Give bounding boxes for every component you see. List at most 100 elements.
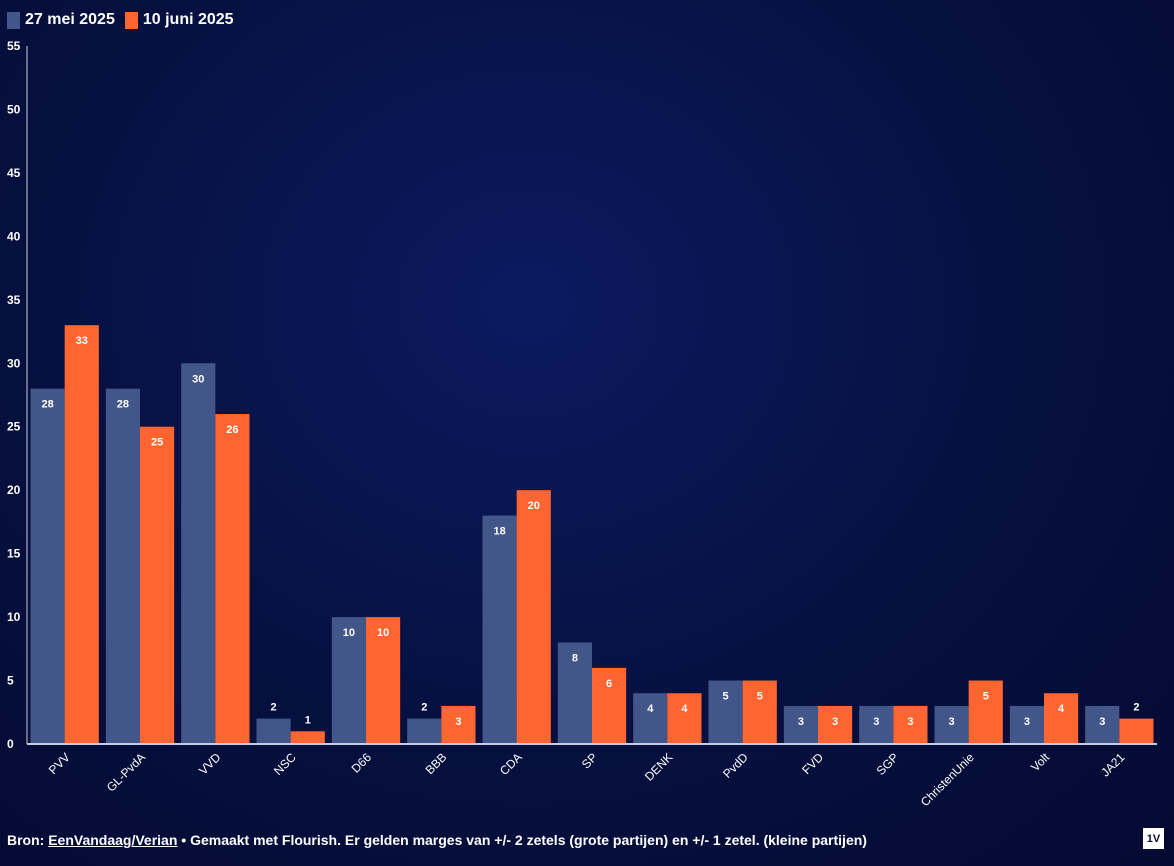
data-label: 2: [1133, 702, 1139, 714]
bar-volt-series1: [1009, 705, 1044, 744]
data-label: 3: [949, 716, 955, 728]
data-label: 3: [1099, 716, 1105, 728]
y-tick-label: 25: [7, 420, 21, 434]
bar-denk-series1: [633, 693, 668, 744]
footer-source-prefix: Bron:: [7, 832, 49, 848]
data-label: 2: [271, 702, 277, 714]
data-label: 3: [798, 716, 804, 728]
bar-sp-series2: [592, 667, 627, 744]
bar-ja21-series2: [1119, 718, 1154, 744]
legend-swatch-series2: [124, 11, 138, 29]
footer-source-link[interactable]: EenVandaag/Verian: [48, 832, 178, 848]
x-tick-label: JA21: [1098, 750, 1127, 779]
x-tick-label: SGP: [874, 750, 902, 778]
x-tick-label: GL-PvdA: [104, 750, 148, 794]
data-label: 3: [455, 716, 461, 728]
y-tick-label: 15: [7, 547, 21, 561]
data-label: 18: [493, 526, 505, 538]
y-tick-label: 10: [7, 610, 21, 624]
x-tick-label: DENK: [642, 750, 675, 783]
bar-gl-pvda-series2: [140, 426, 175, 744]
data-label: 5: [757, 691, 763, 703]
data-label: 6: [606, 678, 612, 690]
data-label: 28: [41, 399, 53, 411]
y-tick-label: 0: [7, 737, 14, 751]
bar-pvdd-series2: [742, 680, 777, 744]
bar-ja21-series1: [1085, 705, 1120, 744]
data-label: 3: [873, 716, 879, 728]
legend-item-series1[interactable]: 27 mei 2025: [7, 11, 115, 29]
bar-volt-series2: [1044, 693, 1079, 744]
data-label: 3: [1024, 716, 1030, 728]
data-label: 4: [681, 703, 688, 715]
data-label: 33: [76, 335, 88, 347]
x-tick-label: ChristenUnie: [918, 750, 977, 809]
bar-bbb-series2: [441, 705, 476, 744]
x-tick-label: PvdD: [720, 750, 751, 781]
data-label: 2: [421, 702, 427, 714]
x-tick-label: PVV: [46, 750, 73, 777]
bar-nsc-series2: [290, 731, 325, 744]
y-tick-label: 55: [7, 39, 21, 53]
bar-denk-series2: [667, 693, 702, 744]
bar-fvd-series1: [783, 705, 818, 744]
x-tick-label: FVD: [799, 750, 826, 777]
legend-label-series2: 10 juni 2025: [142, 11, 234, 28]
bar-cda-series2: [516, 490, 551, 744]
data-label: 30: [192, 373, 204, 385]
x-tick-label: D66: [349, 750, 375, 776]
data-label: 8: [572, 652, 578, 664]
legend-swatch-series1: [7, 11, 20, 29]
data-label: 20: [528, 500, 540, 512]
data-label: 28: [117, 399, 129, 411]
data-label: 4: [647, 703, 654, 715]
footer: Bron: EenVandaag/Verian • Gemaakt met Fl…: [7, 832, 867, 848]
x-tick-label: BBB: [423, 750, 450, 777]
x-tick-label: SP: [579, 750, 600, 771]
x-tick-label: Volt: [1028, 750, 1053, 775]
y-tick-label: 20: [7, 483, 21, 497]
legend-item-series2[interactable]: 10 juni 2025: [124, 11, 234, 29]
bar-pvv-series2: [64, 325, 99, 744]
bar-d66-series1: [331, 617, 366, 744]
y-tick-label: 35: [7, 293, 21, 307]
y-tick-label: 5: [7, 674, 14, 688]
bar-gl-pvda-series1: [105, 388, 140, 744]
bar-cda-series1: [482, 515, 517, 744]
bar-pvdd-series1: [708, 680, 743, 744]
bar-vvd-series1: [181, 363, 216, 744]
bar-sp-series1: [557, 642, 592, 744]
bar-sgp-series1: [859, 705, 894, 744]
bar-d66-series2: [366, 617, 401, 744]
bar-fvd-series2: [818, 705, 853, 744]
y-tick-label: 45: [7, 166, 21, 180]
legend: 27 mei 2025 10 juni 2025: [7, 9, 234, 31]
data-label: 3: [832, 716, 838, 728]
eenvandaag-logo: 1V: [1143, 828, 1164, 849]
data-label: 5: [983, 691, 989, 703]
y-tick-label: 30: [7, 356, 21, 370]
data-label: 4: [1058, 703, 1065, 715]
data-label: 10: [377, 627, 389, 639]
bar-sgp-series2: [893, 705, 928, 744]
y-tick-label: 40: [7, 229, 21, 243]
y-tick-label: 50: [7, 102, 21, 116]
footer-text: • Gemaakt met Flourish. Er gelden marges…: [177, 832, 867, 848]
data-label: 3: [907, 716, 913, 728]
bar-nsc-series1: [256, 718, 291, 744]
data-label: 1: [305, 714, 311, 726]
x-tick-label: CDA: [497, 750, 525, 778]
bar-pvv-series1: [30, 388, 65, 744]
bar-bbb-series1: [407, 718, 442, 744]
bar-christenunie-series2: [968, 680, 1003, 744]
bar-christenunie-series1: [934, 705, 969, 744]
x-tick-label: NSC: [271, 750, 299, 778]
x-tick-label: VVD: [196, 750, 224, 778]
bar-vvd-series2: [215, 414, 250, 744]
data-label: 10: [343, 627, 355, 639]
legend-label-series1: 27 mei 2025: [25, 11, 115, 28]
data-label: 25: [151, 437, 163, 449]
data-label: 26: [226, 424, 238, 436]
data-label: 5: [723, 691, 729, 703]
